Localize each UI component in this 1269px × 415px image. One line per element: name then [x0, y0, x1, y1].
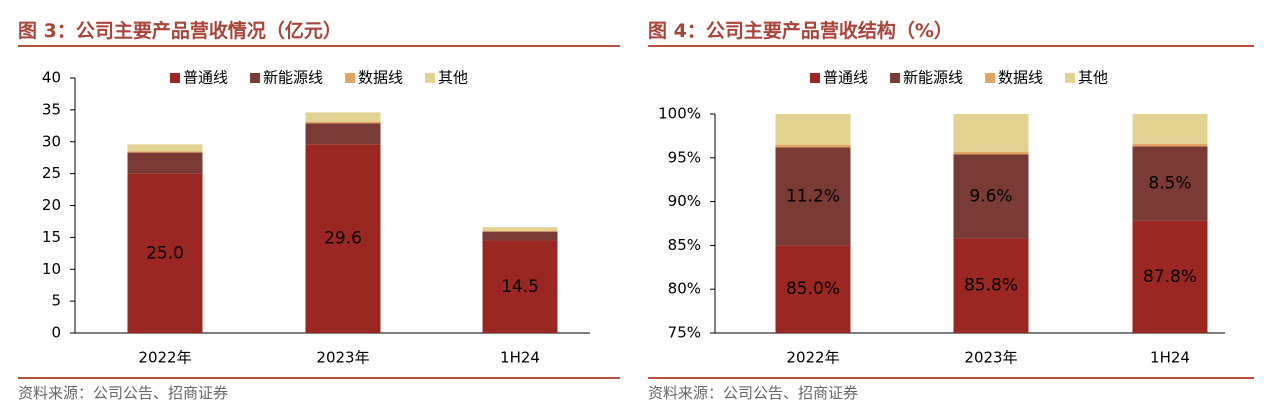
x-tick-label: 2022年 [138, 349, 191, 367]
data-label: 87.8% [1143, 267, 1197, 287]
bar-segment [482, 227, 558, 231]
bar-segment [127, 173, 203, 333]
data-label: 85.0% [786, 279, 840, 299]
source-note: 资料来源：公司公告、招商证券 [18, 384, 228, 402]
bar-segment [482, 231, 558, 232]
bar-segment [305, 144, 381, 333]
y-tick-label: 40 [42, 69, 61, 87]
bar-segment [1132, 114, 1208, 144]
y-tick-label: 5 [51, 292, 61, 310]
data-label: 8.5% [1148, 174, 1191, 194]
bar-segment [775, 114, 851, 145]
y-tick-label: 100% [658, 105, 701, 123]
bar-segment [482, 231, 558, 241]
y-tick-label: 25 [42, 164, 61, 182]
y-tick-label: 35 [42, 100, 61, 118]
legend-label: 新能源线 [263, 69, 323, 87]
y-tick-label: 15 [42, 228, 61, 246]
x-tick-label: 1H24 [500, 349, 540, 367]
x-tick-label: 2023年 [316, 349, 369, 367]
bar-segment [305, 112, 381, 122]
data-label: 85.8% [964, 276, 1018, 296]
bar-segment [775, 144, 851, 148]
legend-label: 数据线 [998, 69, 1043, 87]
bar-segment [127, 144, 203, 152]
bar-segment [1132, 220, 1208, 333]
y-tick-label: 0 [51, 324, 61, 342]
bar-segment [775, 147, 851, 246]
bar-segment [1132, 146, 1208, 221]
legend-swatch [345, 73, 356, 83]
y-tick-label: 90% [668, 192, 701, 210]
chart-title: 图 3：公司主要产品营收情况（亿元） [18, 19, 342, 42]
bar-segment [305, 121, 381, 124]
y-tick-label: 80% [668, 280, 701, 298]
data-label: 11.2% [786, 186, 840, 206]
legend-swatch [425, 73, 436, 83]
bar-segment [953, 151, 1029, 155]
y-tick-label: 95% [668, 148, 701, 166]
y-tick-label: 20 [42, 196, 61, 214]
legend-swatch [170, 73, 180, 83]
legend-label: 普通线 [823, 69, 868, 87]
y-tick-label: 10 [42, 260, 61, 278]
x-tick-label: 1H24 [1150, 349, 1190, 367]
bar-segment [127, 152, 203, 174]
y-tick-label: 75% [668, 324, 701, 342]
x-tick-label: 2023年 [964, 349, 1017, 367]
legend-swatch [250, 73, 261, 83]
bar-segment [1132, 143, 1208, 147]
bar-segment [953, 154, 1029, 239]
source-note: 资料来源：公司公告、招商证券 [648, 384, 858, 402]
legend-label: 其他 [438, 69, 468, 87]
chart-title: 图 4：公司主要产品营收结构（%） [648, 19, 953, 42]
y-tick-label: 30 [42, 132, 61, 150]
bar-segment [127, 151, 203, 153]
bar-segment [775, 245, 851, 333]
legend-swatch [810, 73, 820, 83]
legend-label: 新能源线 [903, 69, 963, 87]
data-label: 25.0 [146, 243, 184, 263]
bar-segment [305, 123, 381, 145]
y-tick-label: 85% [668, 236, 701, 254]
data-label: 29.6 [324, 229, 362, 249]
legend-swatch [985, 73, 996, 83]
data-label: 9.6% [969, 186, 1012, 206]
legend-label: 普通线 [183, 69, 228, 87]
legend-label: 其他 [1078, 69, 1108, 87]
legend-swatch [890, 73, 901, 83]
legend-label: 数据线 [358, 69, 403, 87]
legend-swatch [1065, 73, 1076, 83]
bar-segment [482, 240, 558, 333]
bar-segment [953, 238, 1029, 333]
x-tick-label: 2022年 [786, 349, 839, 367]
bar-segment [953, 114, 1029, 152]
data-label: 14.5 [501, 277, 539, 297]
